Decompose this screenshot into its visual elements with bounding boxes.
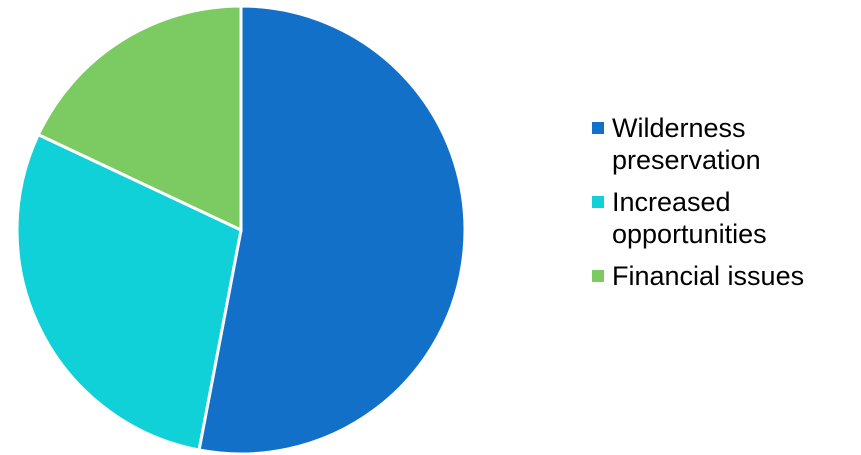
pie-slice-financial-issues [36, 4, 243, 233]
legend-label-wilderness-preservation: Wilderness preservation [612, 113, 761, 175]
pie-slice-increased-opportunities [15, 132, 243, 452]
pie-slice-wilderness-preservation [197, 4, 467, 455]
legend-label-increased-opportunities: Increased opportunities [612, 187, 767, 249]
legend-swatch-financial-issues [592, 270, 604, 282]
legend-swatch-wilderness-preservation [592, 122, 604, 134]
legend-item-increased-opportunities: Increased opportunities [592, 186, 857, 250]
legend-label-financial-issues: Financial issues [612, 261, 805, 291]
legend-swatch-increased-opportunities [592, 196, 604, 208]
legend-item-financial-issues: Financial issues [592, 260, 857, 292]
chart-legend: Wilderness preservation Increased opport… [592, 112, 857, 302]
legend-item-wilderness-preservation: Wilderness preservation [592, 112, 857, 176]
